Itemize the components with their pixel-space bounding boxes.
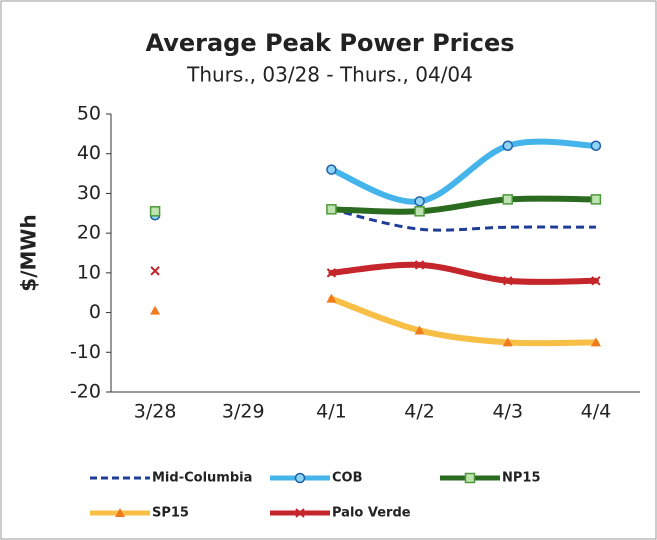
y-tick-label: -10 xyxy=(70,341,101,363)
marker xyxy=(502,140,513,152)
marker xyxy=(590,194,602,205)
marker xyxy=(414,260,425,270)
series-line xyxy=(328,138,599,205)
legend-marker xyxy=(464,472,476,484)
y-tick-label: 20 xyxy=(77,222,101,244)
marker xyxy=(591,276,601,286)
marker xyxy=(414,196,425,207)
marker xyxy=(326,204,337,215)
marker xyxy=(590,337,601,347)
legend-marker xyxy=(294,472,306,484)
legend-marker xyxy=(115,508,125,517)
legend-marker xyxy=(295,508,305,518)
series-line xyxy=(328,295,599,347)
marker xyxy=(502,194,513,205)
marker xyxy=(326,293,337,303)
x-tick-label: 4/1 xyxy=(316,401,347,423)
marker xyxy=(326,268,337,278)
marker xyxy=(590,140,602,152)
series-line xyxy=(328,261,599,285)
chart-subtitle: Thurs., 03/28 - Thurs., 04/04 xyxy=(186,63,473,87)
x-tick-label: 4/4 xyxy=(581,401,612,423)
y-tick-label: 40 xyxy=(77,142,101,164)
marker xyxy=(414,325,425,335)
marker xyxy=(150,266,160,276)
y-axis-label: $/MWh xyxy=(17,214,41,291)
marker xyxy=(150,305,161,315)
y-tick-label: 10 xyxy=(77,261,101,283)
marker xyxy=(326,164,337,175)
legend-label: SP15 xyxy=(152,506,189,521)
y-tick-label: 0 xyxy=(89,301,101,323)
legend-label: Mid-Columbia xyxy=(152,471,252,486)
chart-title: Average Peak Power Prices xyxy=(145,29,514,57)
x-tick-label: 4/3 xyxy=(492,401,523,423)
marker xyxy=(503,276,513,286)
y-tick-label: 50 xyxy=(77,103,101,125)
series-line xyxy=(331,207,596,232)
y-tick-label: 30 xyxy=(77,182,101,204)
x-tick-label: 3/28 xyxy=(134,401,177,423)
legend-label: COB xyxy=(332,471,363,486)
marker xyxy=(149,206,161,217)
legend-label: NP15 xyxy=(502,471,541,486)
x-tick-label: 3/29 xyxy=(222,401,265,423)
marker xyxy=(502,337,513,347)
legend-label: Palo Verde xyxy=(332,506,411,521)
series-line xyxy=(328,195,599,215)
y-tick-label: -20 xyxy=(70,381,101,403)
marker xyxy=(414,206,425,217)
x-tick-label: 4/2 xyxy=(404,401,435,423)
